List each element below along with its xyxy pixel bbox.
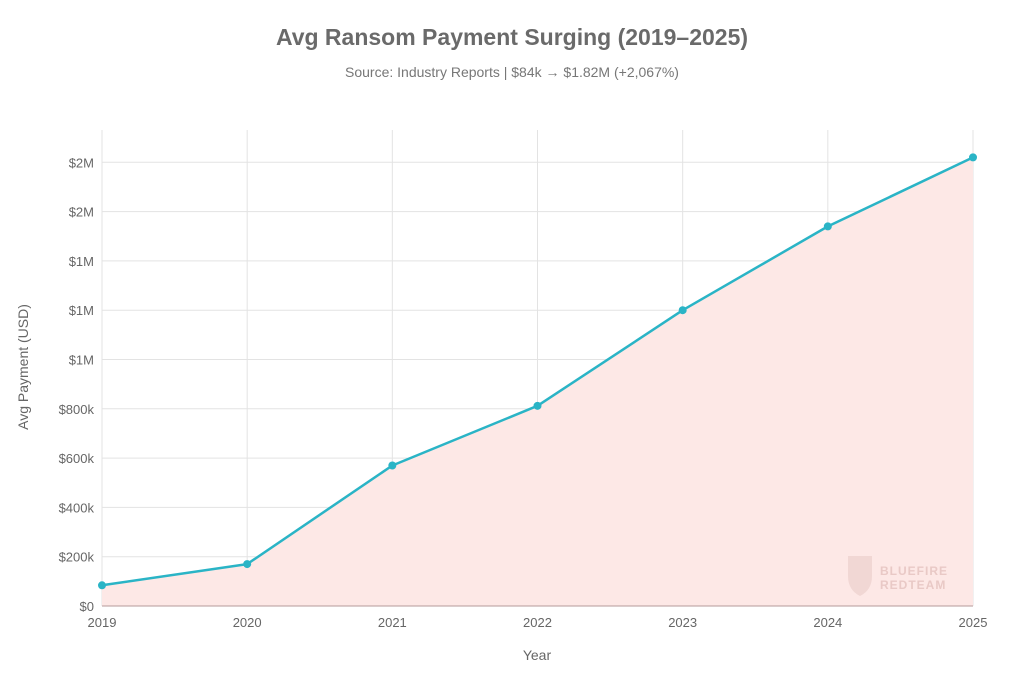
- x-axis-label: Year: [523, 647, 552, 663]
- x-tick-label: 2025: [959, 615, 988, 630]
- y-axis-label: Avg Payment (USD): [15, 304, 31, 430]
- data-point: [533, 401, 542, 410]
- x-tick-label: 2019: [88, 615, 117, 630]
- point-layer: [98, 153, 977, 590]
- x-tick-label: 2023: [668, 615, 697, 630]
- y-tick-labels: $0 $200k $400k $600k $800k $1M $1M $1M $2M $2M: [59, 155, 95, 614]
- y-tick-label: $0: [80, 599, 94, 614]
- x-tick-labels: 2019 2020 2021 2022 2023 2024 2025: [88, 615, 988, 630]
- y-tick-label: $1M: [69, 303, 94, 318]
- y-tick-label: $2M: [69, 205, 94, 220]
- y-tick-label: $800k: [59, 402, 95, 417]
- data-point: [678, 306, 687, 315]
- x-tick-label: 2020: [233, 615, 262, 630]
- watermark-text: REDTEAM: [880, 578, 946, 592]
- x-tick-label: 2021: [378, 615, 407, 630]
- x-tick-label: 2024: [813, 615, 842, 630]
- shield-icon: [848, 556, 872, 596]
- watermark-logo: BLUEFIRE REDTEAM: [848, 556, 948, 596]
- y-tick-label: $2M: [69, 155, 94, 170]
- y-tick-label: $400k: [59, 500, 95, 515]
- data-point: [823, 222, 832, 231]
- chart-title: Avg Ransom Payment Surging (2019–2025): [275, 24, 749, 50]
- chart-subtitle: Source: Industry Reports | $84k → $1.82M…: [345, 64, 679, 80]
- y-tick-label: $1M: [69, 254, 94, 269]
- y-tick-label: $200k: [59, 550, 95, 565]
- x-tick-label: 2022: [523, 615, 552, 630]
- watermark-text: BLUEFIRE: [880, 564, 948, 578]
- data-point: [969, 153, 977, 162]
- data-point: [243, 560, 252, 569]
- y-tick-label: $1M: [69, 353, 94, 368]
- y-tick-label: $600k: [59, 451, 95, 466]
- data-point: [98, 581, 106, 590]
- data-point: [388, 461, 397, 470]
